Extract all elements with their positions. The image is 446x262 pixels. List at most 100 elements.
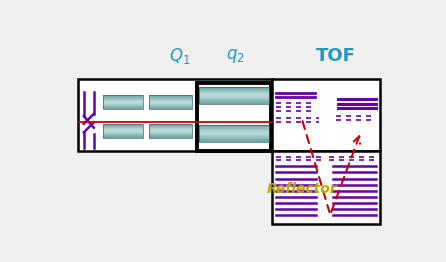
- Bar: [199, 87, 268, 104]
- Bar: [149, 99, 192, 100]
- Bar: [199, 88, 268, 89]
- Bar: [199, 97, 268, 98]
- Bar: [103, 137, 143, 138]
- Bar: [149, 128, 192, 129]
- Bar: [103, 132, 143, 133]
- Text: $Q_1$: $Q_1$: [169, 46, 191, 66]
- Bar: [103, 134, 143, 135]
- Bar: [149, 106, 192, 107]
- Bar: [149, 131, 192, 132]
- Bar: [199, 139, 268, 140]
- Bar: [149, 101, 192, 102]
- Bar: [149, 104, 192, 105]
- Bar: [149, 96, 192, 97]
- Bar: [199, 127, 268, 128]
- Bar: [103, 100, 143, 101]
- Bar: [199, 87, 268, 88]
- Bar: [199, 99, 268, 100]
- Text: Reflector: Reflector: [266, 182, 337, 196]
- Bar: [149, 95, 192, 109]
- Bar: [149, 125, 192, 126]
- Bar: [199, 129, 268, 130]
- Bar: [149, 97, 192, 98]
- Bar: [103, 131, 143, 132]
- Bar: [149, 95, 192, 96]
- Bar: [199, 90, 268, 91]
- Bar: [199, 135, 268, 136]
- Bar: [103, 95, 143, 96]
- Bar: [103, 96, 143, 97]
- Bar: [103, 127, 143, 128]
- Bar: [149, 107, 192, 108]
- Bar: [103, 98, 143, 99]
- Bar: [149, 130, 192, 131]
- Bar: [199, 98, 268, 99]
- Bar: [149, 98, 192, 99]
- Bar: [103, 128, 143, 129]
- Bar: [149, 108, 192, 109]
- Bar: [199, 125, 268, 141]
- Bar: [103, 126, 143, 127]
- Bar: [78, 79, 273, 151]
- Bar: [149, 126, 192, 127]
- Bar: [103, 129, 143, 130]
- Bar: [103, 133, 143, 134]
- Bar: [103, 99, 143, 100]
- Bar: [199, 132, 268, 133]
- Bar: [103, 95, 143, 109]
- Bar: [199, 128, 268, 129]
- Bar: [199, 95, 268, 96]
- Bar: [103, 135, 143, 136]
- Bar: [199, 103, 268, 104]
- Bar: [199, 126, 268, 127]
- Bar: [199, 89, 268, 90]
- Bar: [199, 125, 268, 126]
- Bar: [103, 124, 143, 138]
- Bar: [149, 129, 192, 130]
- Bar: [273, 151, 380, 224]
- Bar: [199, 138, 268, 139]
- Bar: [199, 96, 268, 97]
- Text: TOF: TOF: [316, 47, 355, 65]
- Bar: [199, 93, 268, 94]
- Text: $q_2$: $q_2$: [226, 47, 245, 65]
- Bar: [149, 136, 192, 137]
- Bar: [199, 91, 268, 92]
- Bar: [199, 131, 268, 132]
- Bar: [103, 101, 143, 102]
- Bar: [199, 134, 268, 135]
- Bar: [103, 102, 143, 103]
- Bar: [103, 106, 143, 107]
- Bar: [149, 103, 192, 104]
- Bar: [103, 108, 143, 109]
- Bar: [149, 124, 192, 138]
- Bar: [149, 133, 192, 134]
- Bar: [103, 124, 143, 125]
- Bar: [149, 135, 192, 136]
- Bar: [149, 137, 192, 138]
- Bar: [199, 130, 268, 131]
- Bar: [103, 125, 143, 126]
- Bar: [103, 130, 143, 131]
- Bar: [197, 83, 271, 151]
- Bar: [103, 136, 143, 137]
- Bar: [199, 102, 268, 103]
- Bar: [103, 97, 143, 98]
- Bar: [199, 101, 268, 102]
- Bar: [199, 140, 268, 141]
- Bar: [103, 103, 143, 104]
- Bar: [199, 94, 268, 95]
- Bar: [199, 92, 268, 93]
- Bar: [199, 100, 268, 101]
- Bar: [149, 127, 192, 128]
- Bar: [149, 100, 192, 101]
- Bar: [149, 124, 192, 125]
- Bar: [149, 102, 192, 103]
- Bar: [273, 79, 380, 151]
- Bar: [199, 136, 268, 137]
- Bar: [149, 105, 192, 106]
- Bar: [103, 107, 143, 108]
- Bar: [199, 133, 268, 134]
- Bar: [149, 134, 192, 135]
- Bar: [103, 104, 143, 105]
